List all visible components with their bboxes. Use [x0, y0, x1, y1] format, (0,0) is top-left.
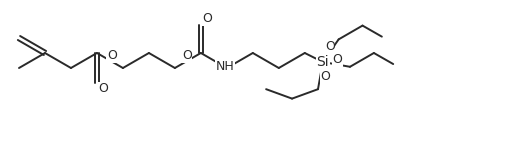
Text: Si: Si — [317, 55, 329, 69]
Text: O: O — [182, 49, 192, 62]
Text: O: O — [320, 70, 330, 83]
Text: NH: NH — [216, 60, 234, 73]
Text: O: O — [107, 49, 117, 62]
Text: O: O — [325, 40, 335, 53]
Text: O: O — [332, 53, 342, 66]
Text: O: O — [98, 82, 108, 95]
Text: O: O — [202, 12, 212, 25]
